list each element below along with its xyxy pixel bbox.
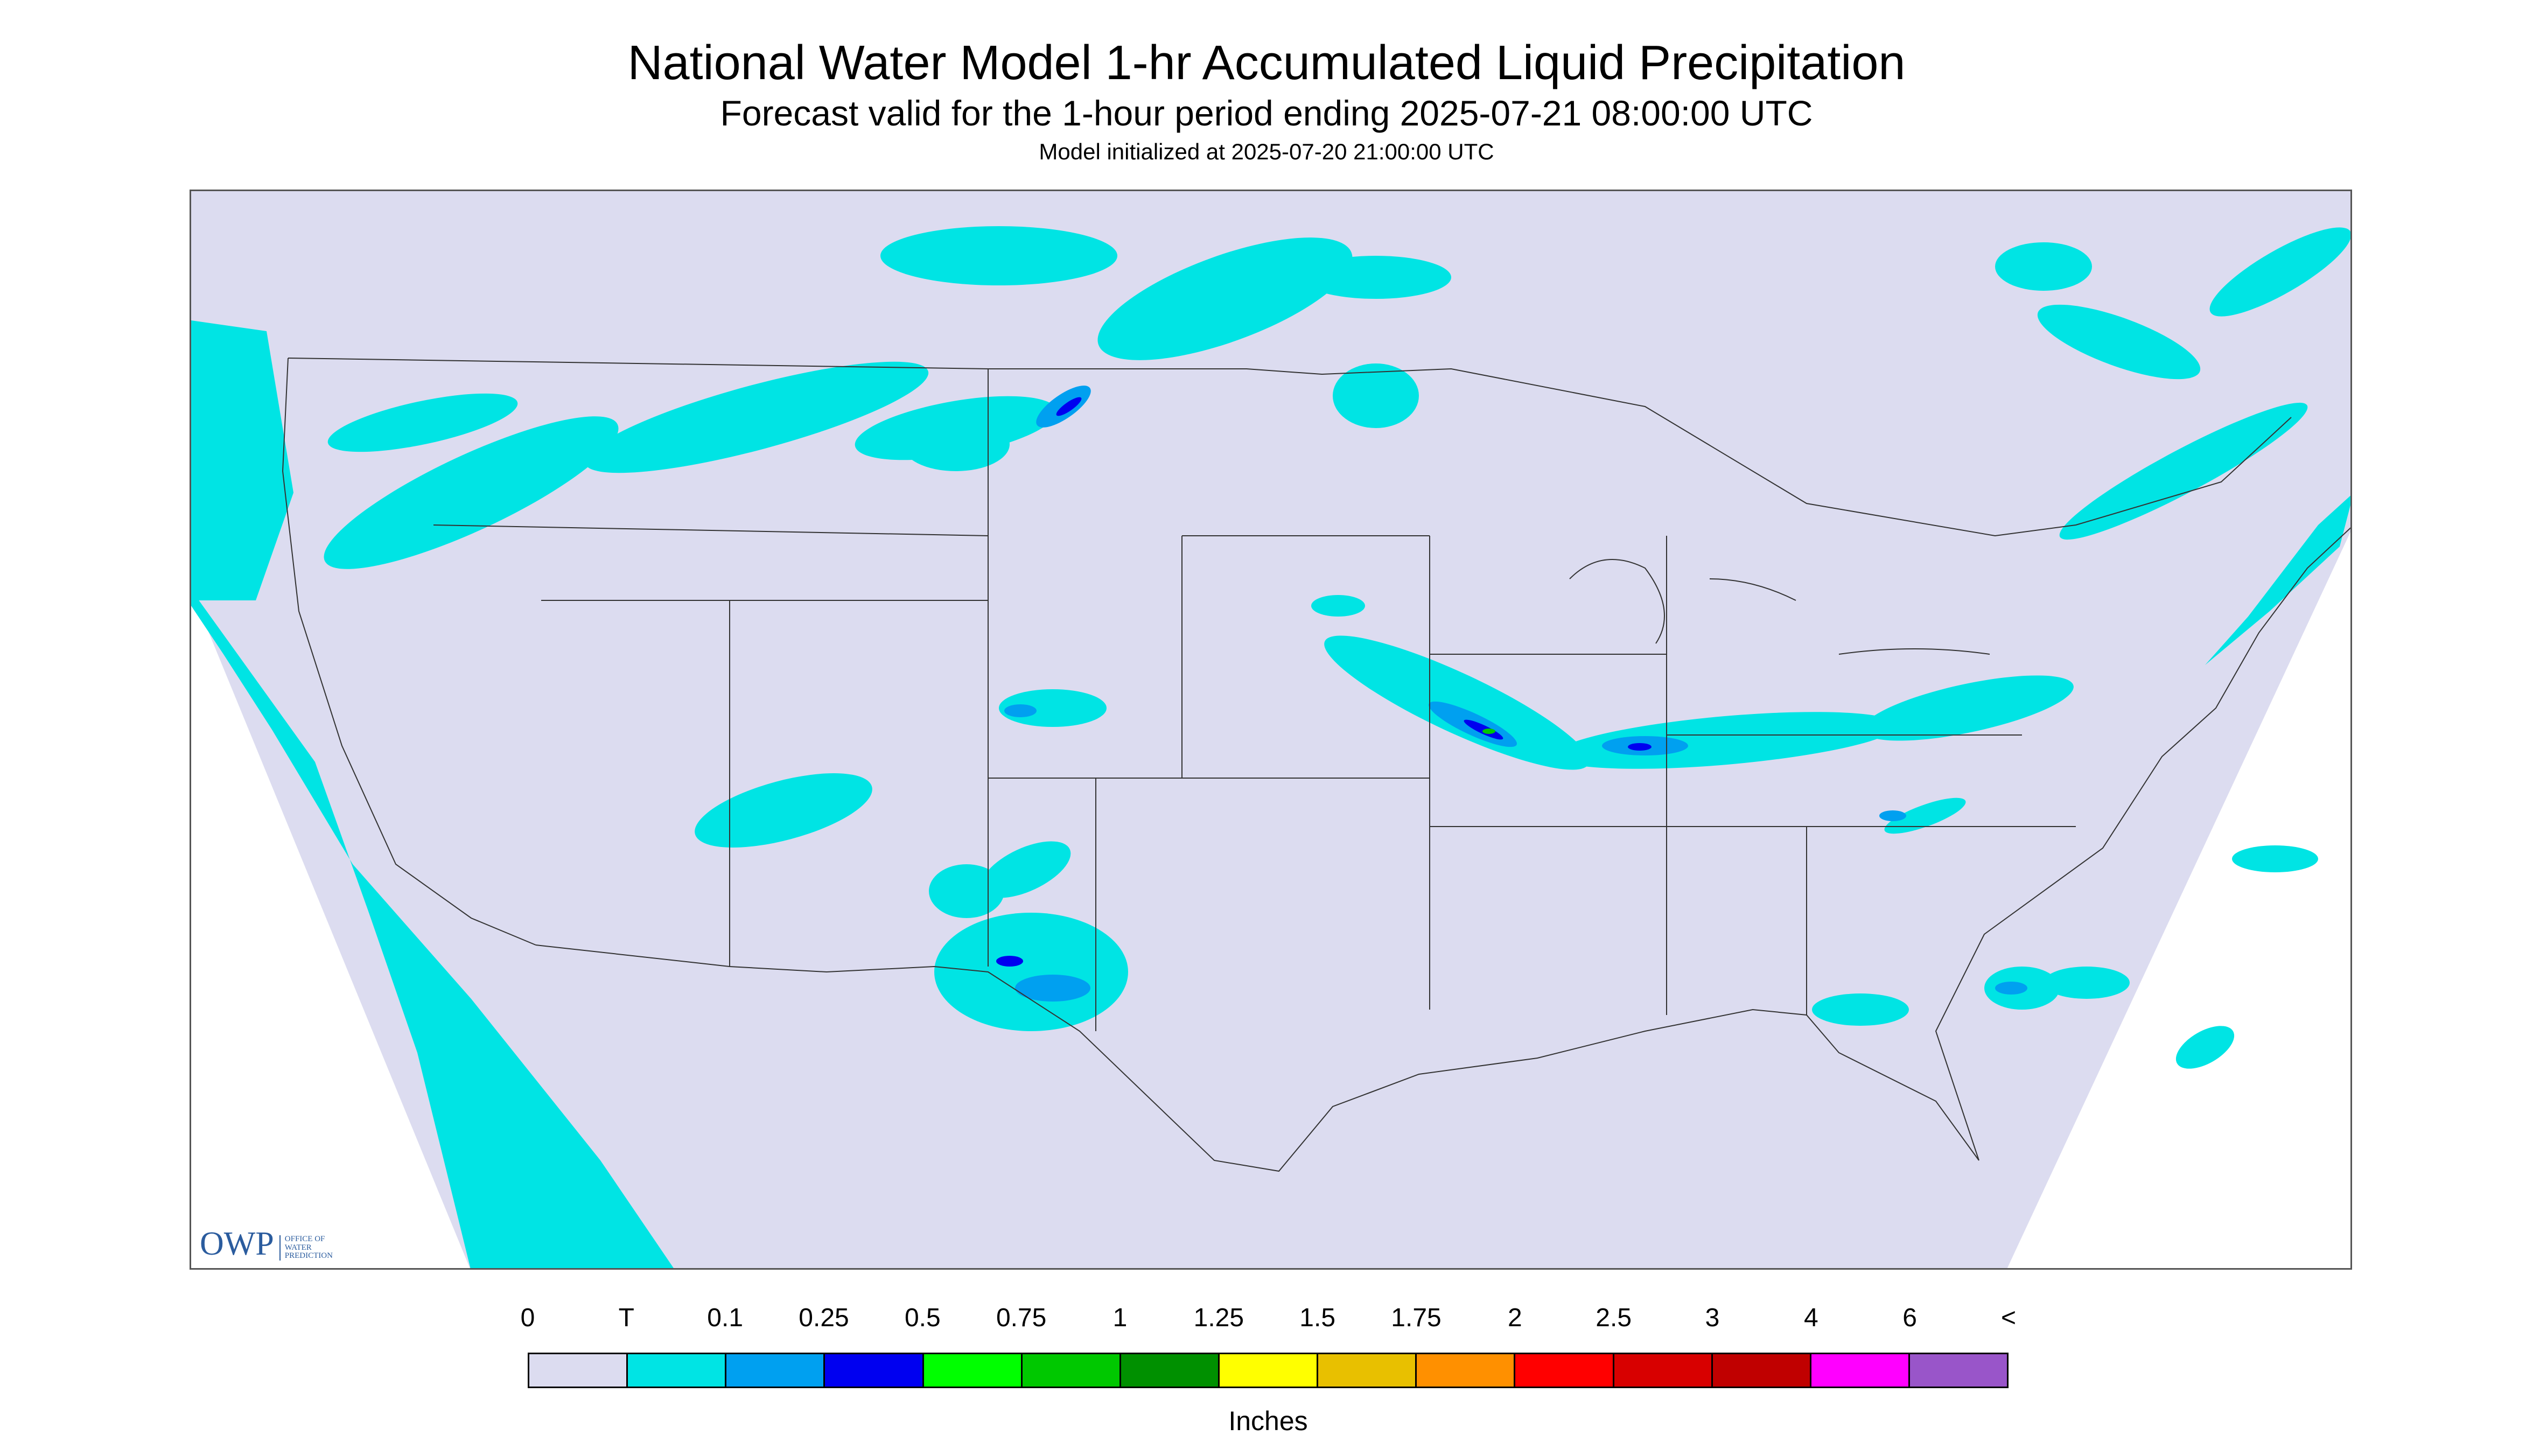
heavy-precip-core [1628, 743, 1652, 751]
legend-tick-label: 1.5 [1299, 1304, 1336, 1332]
gulf-precip [1812, 993, 1909, 1026]
atlantic-precip-band [2205, 495, 2350, 665]
southwest-precip [981, 841, 1071, 898]
nw-precip-band [324, 416, 619, 569]
canada-east-precip [2209, 227, 2350, 317]
precipitation-map: OWP OFFICE OF WATER PREDICTION NOAA [190, 190, 2352, 1270]
legend-swatch [1318, 1354, 1417, 1387]
mexico-border [535, 944, 1979, 1172]
atlantic-precip [2232, 845, 2318, 872]
legend-swatch [1614, 1354, 1713, 1387]
canada-border [288, 358, 2292, 537]
canada-precip [1097, 237, 1353, 360]
legend-swatch [1022, 1354, 1121, 1387]
nw-precip-band [327, 393, 518, 452]
legend-swatch [1515, 1354, 1614, 1387]
legend-tick-label: 2.5 [1596, 1304, 1632, 1332]
moderate-precip-core [1879, 810, 1906, 821]
legend-colorbar [528, 1353, 2009, 1388]
legend-swatch [1219, 1354, 1319, 1387]
legend-swatch [1909, 1354, 2007, 1387]
noaa-icon: NOAA [2343, 1261, 2352, 1270]
us-east-coast [1935, 527, 2350, 1161]
precip-legend: 0 T 0.1 0.25 0.5 0.75 1 1.25 1.5 1.75 2 2.5 3 4 6 < Inc… [521, 1303, 2016, 1443]
colorado-precip [999, 689, 1107, 727]
owp-logo: OWP OFFICE OF WATER PREDICTION [200, 1227, 344, 1261]
atlantic-precip [2044, 967, 2130, 999]
heavy-precip-core [1056, 397, 1082, 416]
mid-atlantic-band [1863, 675, 2074, 741]
legend-tick-label: 0 [520, 1304, 535, 1332]
atlantic-precip [2175, 1026, 2235, 1069]
legend-tick-label: 1.75 [1391, 1304, 1442, 1332]
moderate-precip-core [1015, 975, 1090, 1002]
northeast-band [2059, 402, 2308, 540]
canada-east-precip [2037, 304, 2201, 380]
legend-swatch [726, 1354, 825, 1387]
canada-precip [880, 226, 1117, 285]
legend-tick-label: 6 [1902, 1304, 1918, 1332]
canada-east-precip [1995, 242, 2092, 291]
legend-tick-label: 2 [1507, 1304, 1522, 1332]
moderate-precip-core [1995, 982, 2027, 995]
legend-swatch [529, 1354, 628, 1387]
legend-swatch [1417, 1354, 1516, 1387]
pacific-precip-band [191, 590, 674, 1268]
legend-swatch [628, 1354, 727, 1387]
legend-tick-label: T [618, 1304, 634, 1332]
legend-tick-label: 3 [1705, 1304, 1720, 1332]
midwest-precip-band [1324, 635, 1589, 770]
heavy-precip-core [1464, 719, 1503, 740]
legend-swatch [923, 1354, 1023, 1387]
legend-tick-label: 4 [1803, 1304, 1818, 1332]
legend-swatch [1712, 1354, 1811, 1387]
carolinas-precip [1884, 797, 1966, 834]
heavy-precip-core [996, 956, 1023, 967]
legend-tick-label: 0.25 [799, 1304, 849, 1332]
legend-tick-label: 1.25 [1193, 1304, 1244, 1332]
political-boundaries [282, 358, 2350, 1172]
map-canvas [191, 191, 2350, 1268]
model-init-time: Model initialized at 2025-07-20 21:00:00… [1039, 139, 1494, 164]
nw-precip-band [584, 361, 929, 473]
moderate-precip-core [1004, 704, 1037, 717]
canada-precip [1300, 256, 1451, 299]
canada-precip [1333, 363, 1419, 428]
owp-logo-text: OWP [200, 1226, 274, 1262]
legend-swatch [1121, 1354, 1220, 1387]
map-subtitle: Forecast valid for the 1-hour period end… [720, 93, 1813, 133]
legend-tick-label: 0.1 [707, 1304, 744, 1332]
legend-units: Inches [1228, 1406, 1308, 1436]
legend-swatch [1811, 1354, 1910, 1387]
great-lakes [1569, 559, 1990, 655]
intense-precip-core [1482, 729, 1495, 734]
legend-tick-label: < [2000, 1304, 2017, 1332]
map-title: National Water Model 1-hr Accumulated Li… [627, 36, 1906, 90]
legend-tick-label: 0.75 [996, 1304, 1047, 1332]
us-west-coast [282, 358, 536, 946]
canada-precip [902, 417, 1010, 471]
light-precip-areas [191, 226, 2350, 1268]
model-domain [191, 191, 2350, 1268]
legend-tick-label: 0.5 [904, 1304, 941, 1332]
southwest-precip [695, 773, 872, 848]
southwest-precip [934, 913, 1128, 1031]
pacific-precip-band [191, 320, 293, 600]
state-lines [433, 369, 2076, 1031]
legend-tick-label: 1 [1112, 1304, 1128, 1332]
owp-logo-subtext: OFFICE OF WATER PREDICTION [279, 1235, 344, 1261]
plains-precip [1311, 595, 1365, 617]
legend-swatch [825, 1354, 924, 1387]
